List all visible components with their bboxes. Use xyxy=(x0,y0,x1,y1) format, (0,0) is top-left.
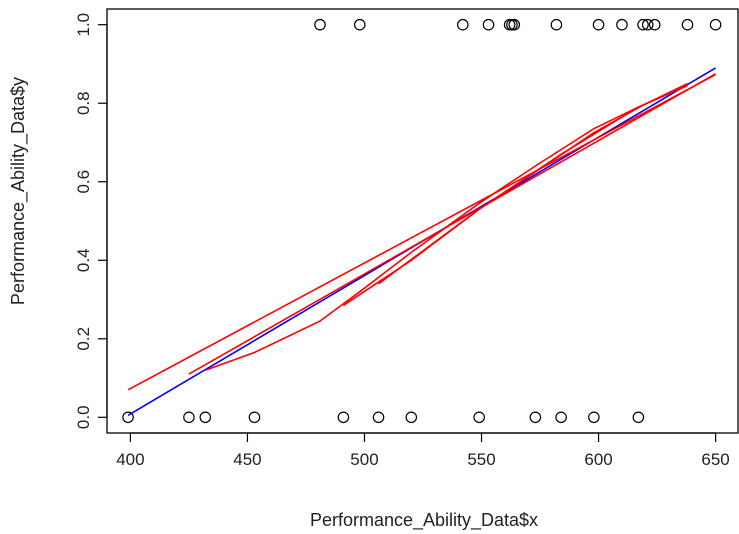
data-point xyxy=(337,411,350,424)
data-point xyxy=(637,18,649,31)
y-tick-label: 0.0 xyxy=(74,405,93,429)
x-tick-label: 550 xyxy=(467,450,495,469)
data-point xyxy=(405,411,418,424)
data-point xyxy=(314,18,326,31)
data-point xyxy=(616,18,628,31)
data-point xyxy=(353,18,366,31)
data-point xyxy=(709,18,722,31)
y-tick-label: 0.8 xyxy=(74,91,93,115)
x-tick-label: 450 xyxy=(233,450,261,469)
red-fit-line-1 xyxy=(127,73,716,391)
x-tick-label: 400 xyxy=(116,450,144,469)
data-point xyxy=(248,411,261,424)
data-point xyxy=(632,411,645,424)
y-axis-label: Performance_Ability_Data$y xyxy=(8,77,29,305)
data-point xyxy=(199,411,212,424)
x-tick-label: 500 xyxy=(350,450,378,469)
y-tick-label: 0.4 xyxy=(74,248,93,272)
red-fit-line-3 xyxy=(205,84,688,371)
data-point xyxy=(641,18,654,31)
data-point xyxy=(648,18,661,31)
fit-lines xyxy=(127,67,717,416)
data-point xyxy=(555,411,567,424)
y-axis: 0.0 0.2 0.4 0.6 0.8 1.0 xyxy=(74,13,108,429)
y-tick-label: 0.6 xyxy=(74,170,93,194)
red-fit-line-5 xyxy=(378,106,639,285)
data-point xyxy=(529,411,542,424)
data-point xyxy=(183,411,195,424)
data-point xyxy=(456,18,469,31)
data-point xyxy=(508,18,521,31)
data-point xyxy=(681,18,694,31)
data-point xyxy=(473,411,485,424)
x-tick-label: 600 xyxy=(584,450,612,469)
data-point xyxy=(506,18,518,31)
red-fit-line-2 xyxy=(188,73,716,375)
data-points xyxy=(122,18,722,424)
y-tick-label: 1.0 xyxy=(74,13,93,37)
data-point xyxy=(592,18,605,31)
data-point xyxy=(482,18,495,31)
data-point xyxy=(550,18,563,31)
x-axis-label: Performance_Ability_Data$x xyxy=(310,510,538,531)
data-point xyxy=(588,411,600,424)
data-point xyxy=(372,411,385,424)
x-tick-label: 650 xyxy=(701,450,729,469)
y-tick-label: 0.2 xyxy=(74,327,93,351)
data-point xyxy=(122,411,134,424)
x-axis: 400 450 500 550 600 650 xyxy=(116,432,730,469)
plot-frame xyxy=(106,8,739,434)
